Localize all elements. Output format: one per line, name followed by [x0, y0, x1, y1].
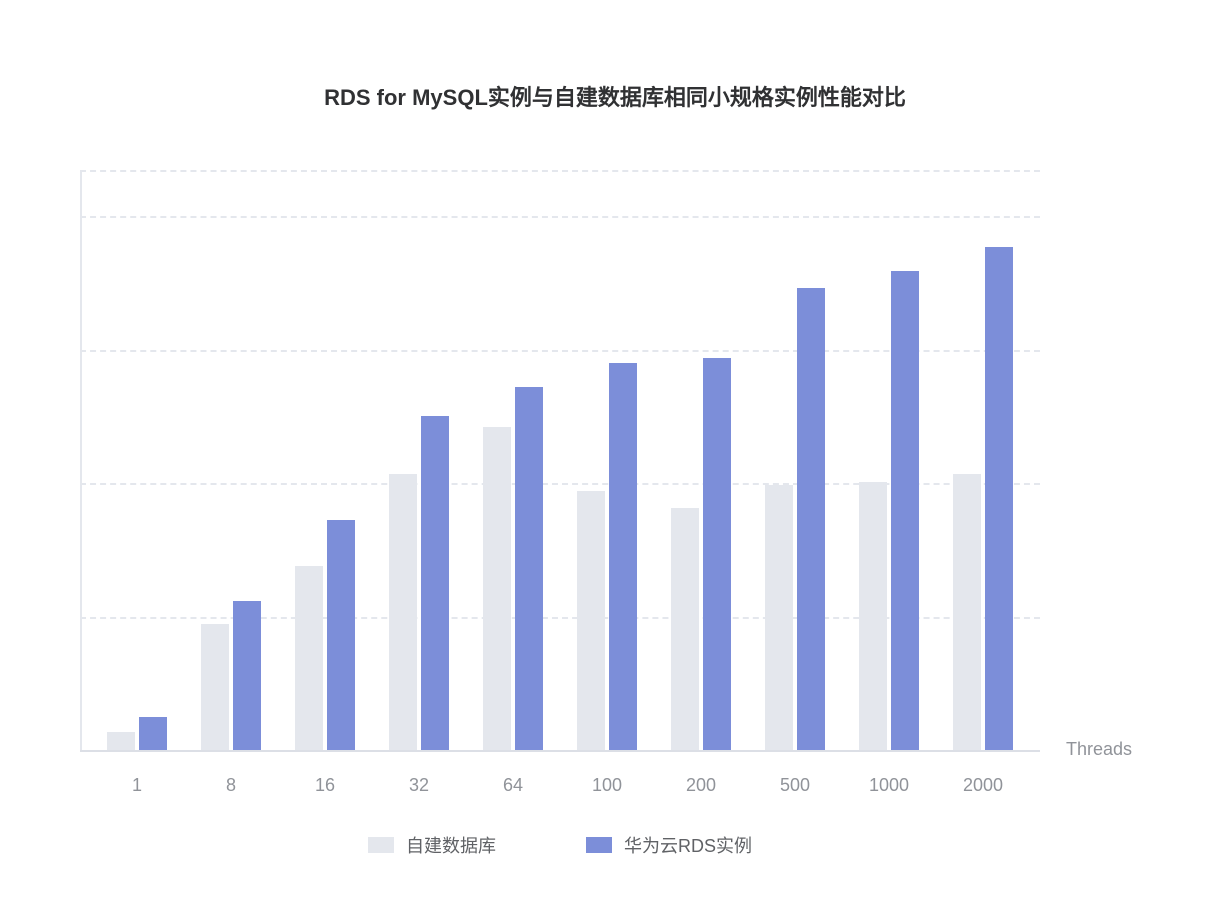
legend-swatch	[586, 837, 612, 853]
x-tick-label: 2000	[936, 775, 1030, 796]
bar-series-b	[891, 271, 919, 752]
bar-series-a	[577, 491, 605, 752]
bar-series-b	[797, 288, 825, 752]
bar-series-a	[201, 624, 229, 752]
bar-group	[184, 601, 278, 752]
bar-series-a	[389, 474, 417, 752]
legend-swatch	[368, 837, 394, 853]
legend-item: 自建数据库	[368, 832, 496, 858]
legend-item: 华为云RDS实例	[586, 832, 752, 858]
bar-series-a	[765, 485, 793, 752]
bar-group	[278, 520, 372, 752]
bar-series-b	[233, 601, 261, 752]
bar-group	[842, 271, 936, 752]
bar-series-a	[483, 427, 511, 752]
plot-area: 1816326410020050010002000 Threads 自建数据库华…	[80, 172, 1040, 752]
bar-group	[560, 363, 654, 752]
bar-group	[466, 387, 560, 752]
bar-series-b	[609, 363, 637, 752]
x-tick-label: 500	[748, 775, 842, 796]
bar-series-a	[953, 474, 981, 752]
legend-label: 自建数据库	[406, 832, 496, 858]
bar-group	[748, 288, 842, 752]
x-tick-label: 16	[278, 775, 372, 796]
bar-group	[654, 358, 748, 752]
legend: 自建数据库 华为云RDS实例	[80, 832, 1040, 858]
bar-series-b	[139, 717, 167, 752]
bar-group	[90, 717, 184, 752]
x-tick-label: 200	[654, 775, 748, 796]
x-axis	[80, 750, 1040, 752]
bar-series-a	[107, 732, 135, 752]
bar-series-a	[295, 566, 323, 752]
bar-series-a	[859, 482, 887, 752]
x-tick-label: 8	[184, 775, 278, 796]
x-tick-label: 100	[560, 775, 654, 796]
bar-series-a	[671, 508, 699, 752]
bar-group	[936, 247, 1030, 752]
x-axis-labels: 1816326410020050010002000	[80, 775, 1040, 796]
chart-container: RDS for MySQL实例与自建数据库相同小规格实例性能对比 1816326…	[70, 80, 1160, 840]
legend-label: 华为云RDS实例	[624, 832, 752, 858]
bar-series-b	[985, 247, 1013, 752]
bar-series-b	[421, 416, 449, 752]
bar-series-b	[703, 358, 731, 752]
x-tick-label: 1	[90, 775, 184, 796]
bar-group	[372, 416, 466, 752]
x-axis-title: Threads	[1066, 739, 1132, 760]
x-tick-label: 1000	[842, 775, 936, 796]
x-tick-label: 64	[466, 775, 560, 796]
chart-title: RDS for MySQL实例与自建数据库相同小规格实例性能对比	[70, 80, 1160, 112]
bar-series-b	[515, 387, 543, 752]
bars-wrapper	[80, 172, 1040, 752]
x-tick-label: 32	[372, 775, 466, 796]
bar-series-b	[327, 520, 355, 752]
